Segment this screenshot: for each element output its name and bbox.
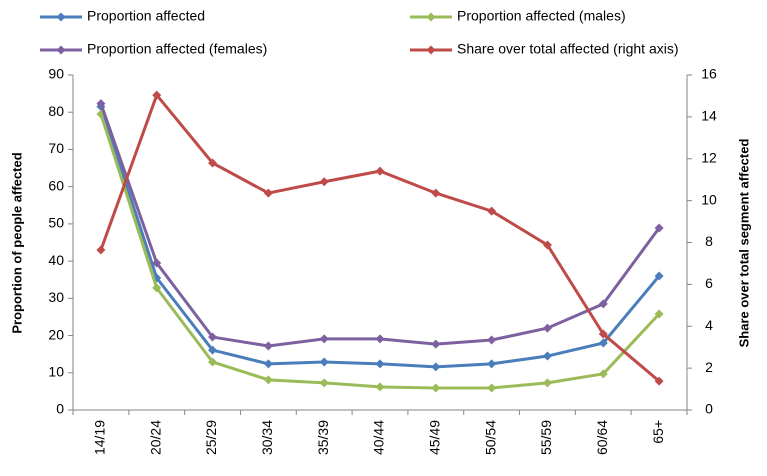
y2-tick-label: 4	[705, 317, 713, 333]
point	[598, 369, 608, 379]
series-line	[99, 103, 661, 348]
x-tick-label: 50/54	[482, 420, 498, 455]
point	[152, 283, 162, 293]
y-tick-label: 60	[48, 177, 64, 193]
point	[542, 323, 552, 333]
y-axis-title: Proportion of people affected	[9, 152, 24, 333]
x-tick-label: 35/39	[315, 420, 331, 455]
y2-tick-label: 12	[701, 149, 717, 165]
y-tick-label: 40	[48, 252, 64, 268]
point	[208, 357, 218, 367]
x-tick-label: 60/64	[594, 420, 610, 455]
point	[542, 240, 552, 250]
x-tick-label: 65+	[650, 420, 666, 444]
legend-marker	[426, 12, 436, 22]
y-tick-label: 0	[56, 401, 64, 417]
y2-tick-label: 14	[701, 108, 717, 124]
point	[319, 177, 329, 187]
x-tick-label: 14/19	[92, 420, 108, 455]
x-tick-label: 40/44	[371, 420, 387, 455]
point	[152, 258, 162, 268]
point	[208, 158, 218, 168]
y2-tick-label: 8	[705, 233, 713, 249]
point	[654, 376, 664, 386]
point	[152, 90, 162, 100]
point	[654, 309, 664, 319]
point	[487, 359, 497, 369]
point	[263, 188, 273, 198]
point	[431, 188, 441, 198]
point	[263, 341, 273, 351]
point	[319, 334, 329, 344]
point	[263, 359, 273, 369]
x-tick-label: 25/29	[203, 420, 219, 455]
point	[487, 383, 497, 393]
y-tick-label: 70	[48, 140, 64, 156]
series-line	[99, 113, 661, 390]
legend-marker	[56, 12, 66, 22]
y2-tick-label: 0	[705, 401, 713, 417]
point	[319, 378, 329, 388]
y2-tick-label: 6	[705, 275, 713, 291]
point	[598, 338, 608, 348]
point	[431, 383, 441, 393]
point	[654, 223, 664, 233]
x-tick-label: 45/49	[427, 420, 443, 455]
point	[96, 99, 106, 109]
y-tick-label: 80	[48, 103, 64, 119]
point	[598, 329, 608, 339]
point	[375, 382, 385, 392]
legend-marker	[56, 45, 66, 55]
legend-label: Proportion affected	[87, 8, 205, 24]
y-tick-label: 30	[48, 289, 64, 305]
point	[375, 334, 385, 344]
point	[487, 335, 497, 345]
point	[375, 359, 385, 369]
legend-marker	[426, 45, 436, 55]
point	[654, 271, 664, 281]
point	[208, 345, 218, 355]
y-tick-label: 20	[48, 326, 64, 342]
legend-label: Share over total affected (right axis)	[457, 41, 679, 57]
point	[375, 166, 385, 176]
point	[208, 332, 218, 342]
y2-axis-title: Share over total segment affected	[736, 139, 751, 348]
series-line	[99, 106, 661, 369]
point	[431, 339, 441, 349]
point	[319, 357, 329, 367]
y2-tick-label: 2	[705, 359, 713, 375]
y-tick-label: 10	[48, 363, 64, 379]
y2-tick-label: 10	[701, 191, 717, 207]
point	[263, 375, 273, 385]
x-tick-label: 20/24	[147, 420, 163, 455]
point	[487, 206, 497, 216]
x-tick-label: 55/59	[538, 420, 554, 455]
legend-label: Proportion affected (females)	[87, 41, 267, 57]
y-tick-label: 50	[48, 215, 64, 231]
point	[542, 378, 552, 388]
point	[431, 362, 441, 372]
point	[96, 245, 106, 255]
y-tick-label: 90	[48, 66, 64, 82]
y2-tick-label: 16	[701, 66, 717, 82]
point	[542, 351, 552, 361]
x-tick-label: 30/34	[259, 420, 275, 455]
legend-label: Proportion affected (males)	[457, 8, 626, 24]
point	[598, 299, 608, 309]
